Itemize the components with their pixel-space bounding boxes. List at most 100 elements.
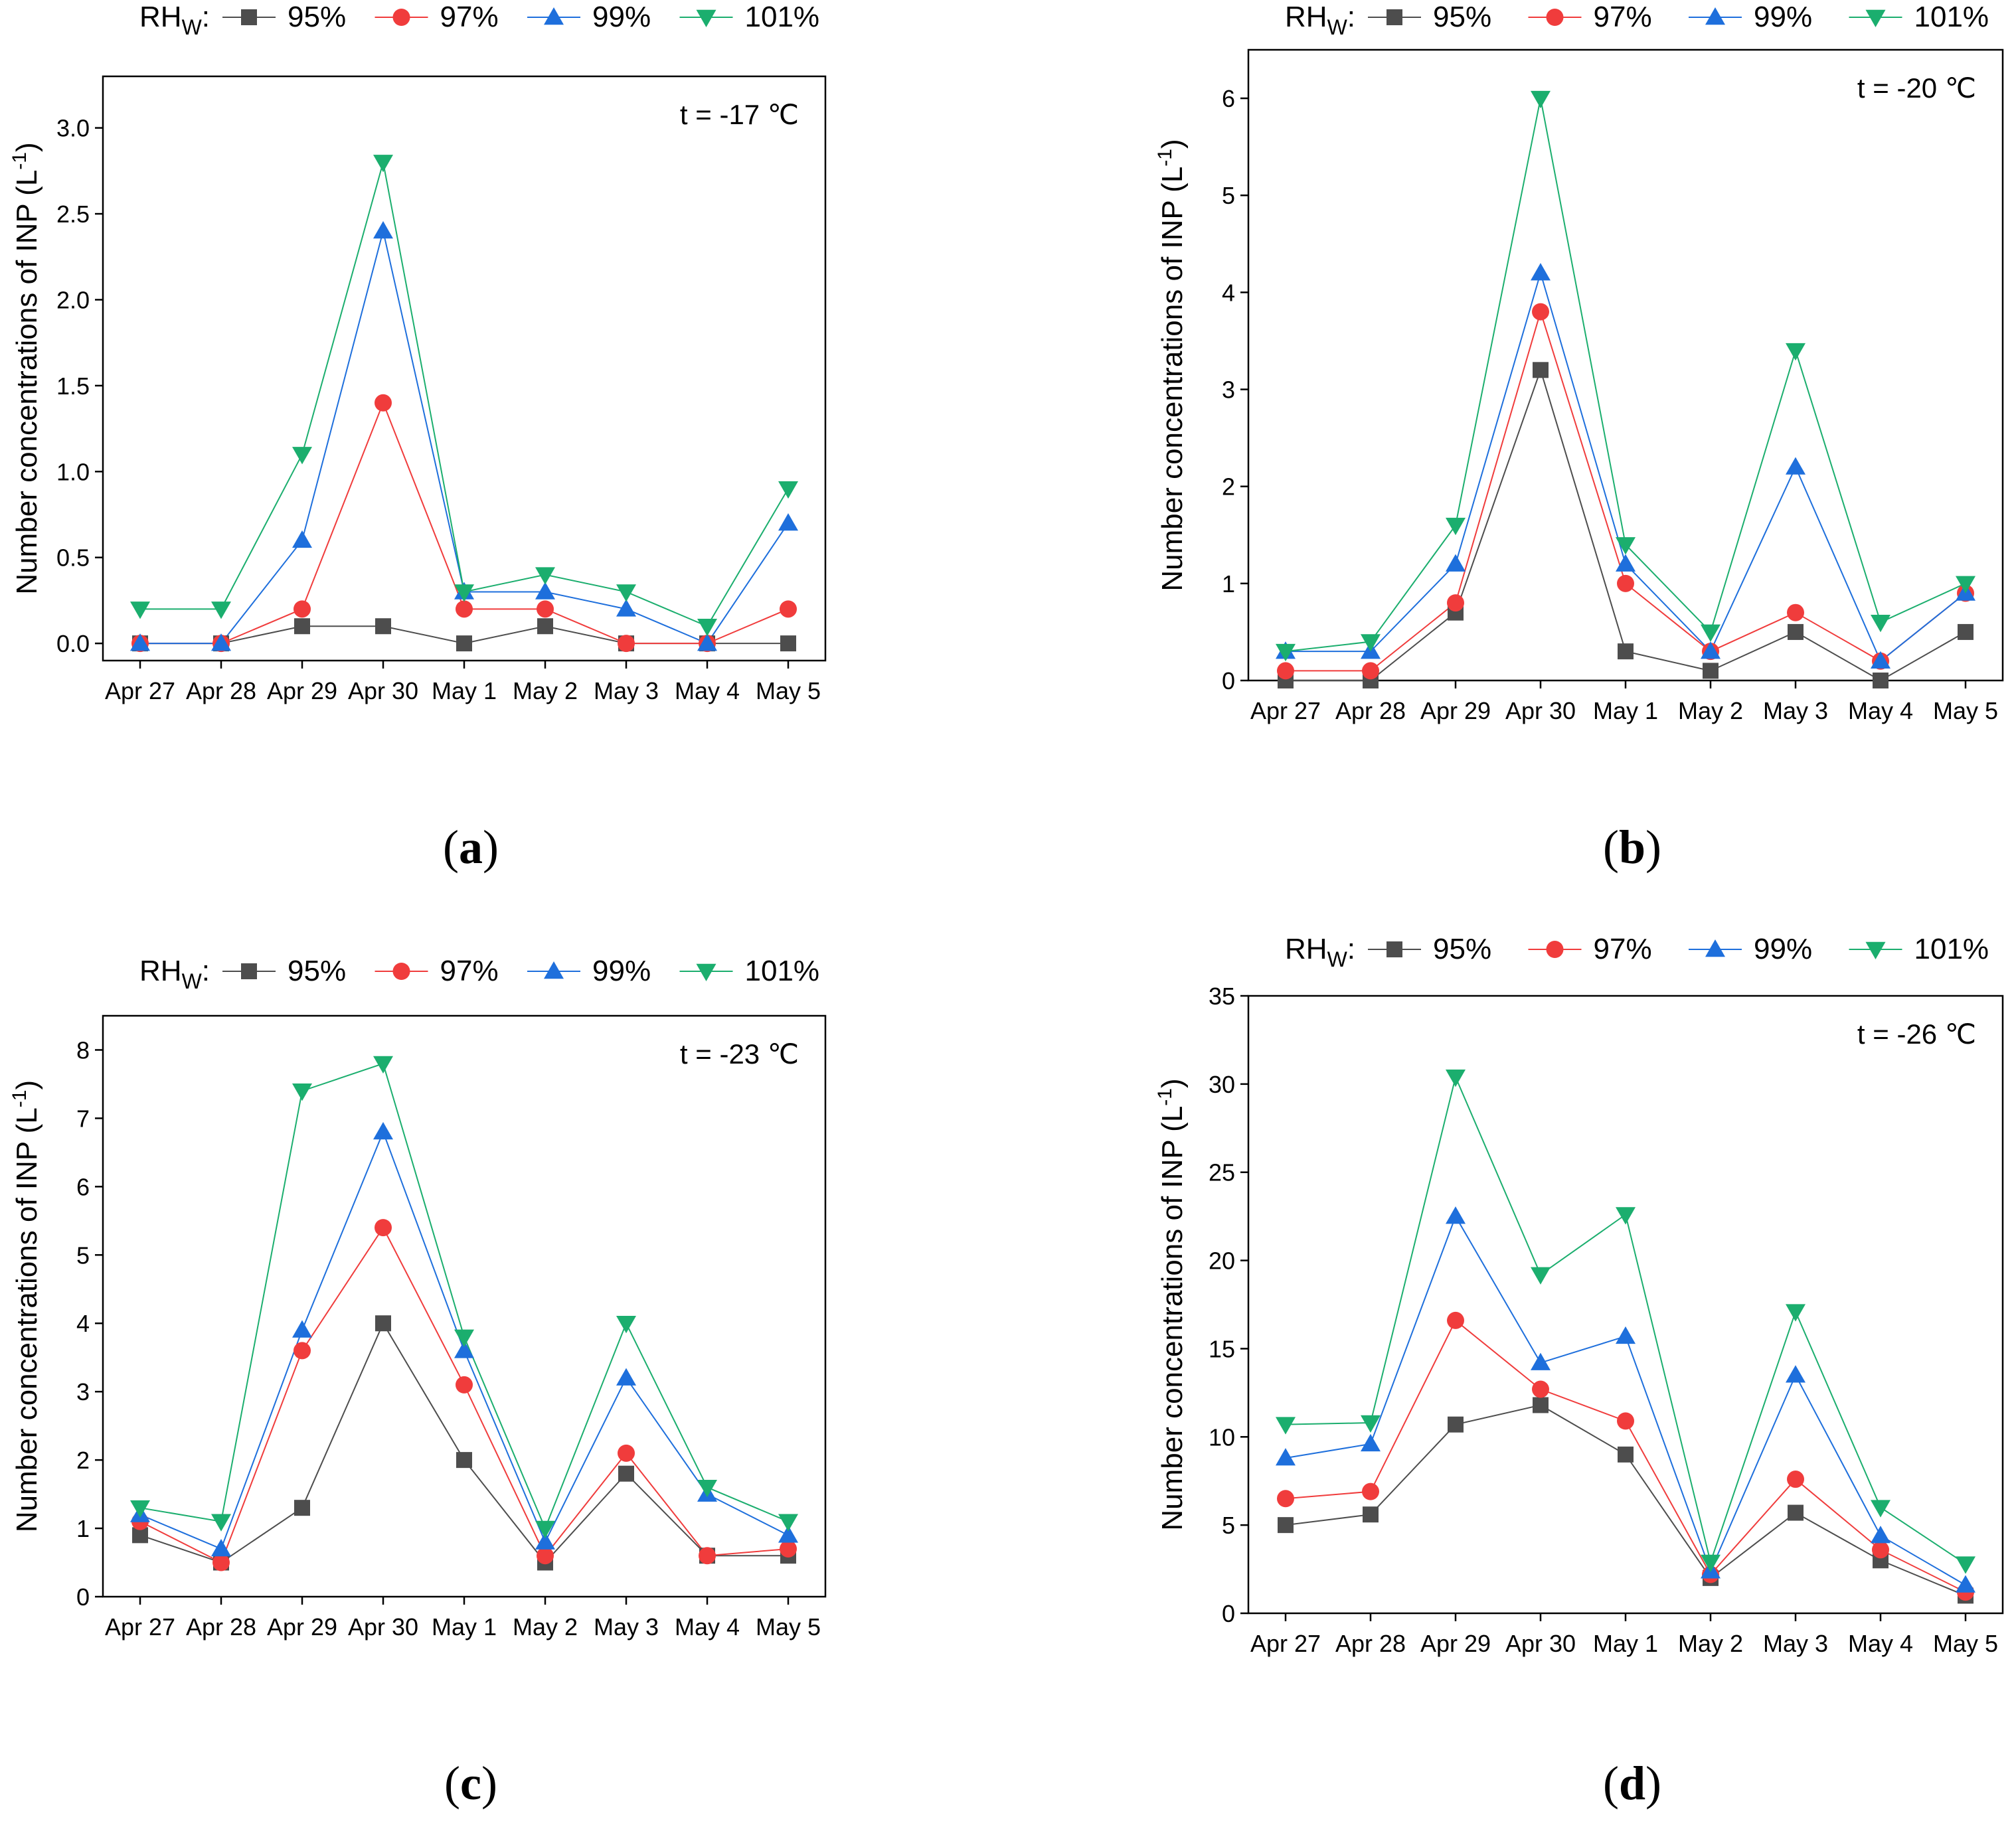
data-point	[537, 1547, 554, 1565]
x-tick-label: May 1	[1593, 697, 1658, 724]
data-point	[1956, 1575, 1975, 1593]
data-point	[130, 1500, 150, 1518]
legend: RHW: 95% 97% 99% 101%	[139, 1, 819, 39]
panel-label: (c)	[444, 1757, 497, 1810]
legend: RHW: 95% 97% 99% 101%	[1285, 1, 1989, 39]
y-tick-label: 0.0	[56, 630, 90, 657]
data-point	[1787, 603, 1804, 621]
x-tick-label: May 1	[432, 1613, 497, 1641]
y-tick-label: 3	[1222, 376, 1235, 404]
y-tick-label: 35	[1209, 983, 1235, 1010]
y-tick-label: 15	[1209, 1335, 1235, 1362]
y-axis-title: Number concentrations of INP (L-1)	[1154, 1078, 1189, 1530]
y-tick-label: 2.5	[56, 200, 90, 228]
x-tick-label: May 2	[513, 1613, 578, 1641]
legend-marker	[1546, 941, 1564, 958]
data-point	[454, 584, 474, 602]
x-tick-label: May 2	[513, 677, 578, 704]
data-point	[1276, 643, 1296, 662]
panel-label: (a)	[443, 821, 499, 874]
data-point	[535, 1532, 555, 1550]
data-point	[618, 1465, 634, 1482]
data-point	[292, 1083, 312, 1101]
data-point	[211, 1538, 231, 1557]
data-point	[292, 447, 312, 465]
data-point	[1786, 457, 1806, 475]
x-tick-label: May 4	[675, 677, 740, 704]
data-point	[1956, 576, 1975, 594]
x-tick-label: Apr 27	[1250, 697, 1321, 724]
data-point	[373, 155, 393, 173]
data-point	[1531, 90, 1551, 109]
legend-marker	[241, 963, 257, 979]
data-point	[1873, 673, 1889, 688]
data-point	[211, 601, 231, 619]
x-tick-label: Apr 28	[1335, 697, 1406, 724]
legend-label: 97%	[440, 1, 499, 33]
y-axis-title: Number concentrations of INP (L-1)	[9, 1080, 43, 1532]
data-point	[618, 1444, 635, 1462]
chart-panel-b: 0 1 2 3 4 5 6 Apr 27 Apr 28 Apr 29 Apr 30 May 1 May …	[1154, 1, 2004, 874]
x-tick-label: Apr 29	[1420, 1630, 1491, 1657]
temperature-label: t = -20 ℃	[1857, 72, 1976, 104]
x-tick-label: Apr 28	[186, 1613, 256, 1641]
data-point	[1871, 615, 1890, 633]
data-point	[780, 635, 796, 652]
data-point	[294, 618, 310, 635]
data-point	[697, 633, 717, 651]
chart-panel-d: 0 5 10 15 20 25 30 35 Apr 27 Apr 28 Apr 29 Apr 30 Ma…	[1154, 933, 2004, 1810]
x-tick-label: Apr 30	[348, 677, 418, 704]
data-point	[294, 1342, 311, 1360]
y-tick-label: 4	[1222, 279, 1235, 306]
x-tick-label: May 3	[1763, 1630, 1828, 1657]
data-point	[456, 1376, 473, 1394]
legend-label: 99%	[592, 1, 651, 33]
data-point	[212, 1554, 230, 1571]
series-line-97%	[1286, 309, 1966, 672]
y-tick-label: 0	[1222, 667, 1235, 694]
legend-title: RHW:	[139, 1, 210, 39]
y-tick-label: 8	[76, 1036, 90, 1064]
data-point	[778, 1525, 798, 1543]
x-tick-label: Apr 30	[1505, 1630, 1576, 1657]
data-point	[375, 618, 391, 635]
data-point	[699, 1547, 716, 1565]
data-point	[778, 1514, 798, 1532]
x-tick-label: Apr 30	[1505, 697, 1576, 724]
legend-marker	[392, 9, 410, 26]
data-point	[1617, 574, 1634, 592]
legend-label: 101%	[1914, 1, 1989, 33]
data-point	[537, 618, 553, 635]
data-point	[1532, 303, 1549, 321]
legend-marker	[1546, 9, 1564, 26]
data-point	[456, 635, 472, 652]
legend-label: 95%	[288, 955, 346, 987]
x-tick-label: May 4	[675, 1613, 740, 1641]
data-point	[1958, 623, 1974, 640]
series-line-99%	[1285, 1214, 1966, 1586]
legend-marker	[696, 9, 716, 27]
data-point	[780, 600, 797, 618]
x-tick-label: May 3	[1763, 697, 1828, 724]
data-point	[697, 1480, 717, 1498]
legend-label: 99%	[1754, 1, 1812, 33]
series-line-97%	[139, 1226, 789, 1563]
x-tick-label: May 5	[1933, 697, 1998, 724]
series-line-99%	[140, 230, 789, 645]
data-point	[535, 567, 555, 585]
legend-marker	[1705, 939, 1725, 957]
y-tick-label: 25	[1209, 1159, 1235, 1186]
data-point	[454, 1329, 474, 1347]
x-tick-label: May 3	[594, 1613, 659, 1641]
y-tick-label: 1.0	[56, 458, 90, 485]
data-point	[616, 1368, 636, 1386]
x-tick-label: Apr 29	[1420, 697, 1491, 724]
legend-marker	[1386, 941, 1402, 957]
data-point	[537, 600, 554, 618]
legend-title: RHW:	[139, 955, 210, 993]
data-point	[294, 1500, 310, 1516]
y-tick-label: 6	[76, 1173, 90, 1200]
data-point	[1616, 1326, 1636, 1344]
data-point	[1701, 641, 1721, 659]
